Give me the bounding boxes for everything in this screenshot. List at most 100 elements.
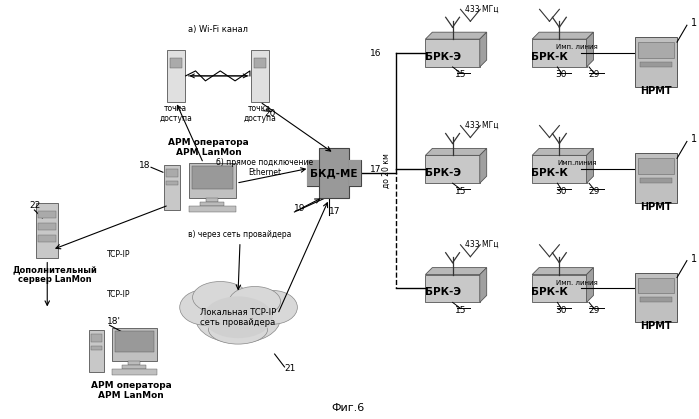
Bar xyxy=(638,42,674,58)
Text: Ethernet: Ethernet xyxy=(248,168,281,177)
Bar xyxy=(319,148,349,198)
Bar xyxy=(640,178,672,183)
Text: Имп. линия: Имп. линия xyxy=(556,279,598,285)
Bar xyxy=(254,58,266,68)
Bar xyxy=(201,202,224,206)
Text: БРК-К: БРК-К xyxy=(531,168,568,178)
Polygon shape xyxy=(532,32,593,39)
Bar xyxy=(189,206,236,212)
Bar xyxy=(170,58,182,68)
Polygon shape xyxy=(480,268,487,303)
Text: БКД-МЕ: БКД-МЕ xyxy=(310,168,358,178)
Text: 1: 1 xyxy=(691,18,697,28)
Text: 30: 30 xyxy=(556,70,567,79)
Bar xyxy=(532,274,586,303)
Ellipse shape xyxy=(208,314,268,344)
Bar xyxy=(89,330,103,372)
Bar xyxy=(38,235,56,242)
Polygon shape xyxy=(426,268,487,274)
Bar xyxy=(308,160,319,186)
Text: 20: 20 xyxy=(265,109,276,118)
Text: 18': 18' xyxy=(106,317,120,326)
Bar xyxy=(189,163,236,198)
Bar xyxy=(532,39,586,67)
Text: 29: 29 xyxy=(589,186,600,196)
Bar xyxy=(38,211,56,218)
Bar xyxy=(38,223,56,230)
Text: 17: 17 xyxy=(370,165,382,174)
Text: Имп. линия: Имп. линия xyxy=(556,44,598,50)
Text: 30: 30 xyxy=(556,186,567,196)
Ellipse shape xyxy=(196,295,280,343)
Text: БРК-Э: БРК-Э xyxy=(425,287,461,297)
Text: БРК-Э: БРК-Э xyxy=(425,168,461,178)
Bar xyxy=(635,37,677,87)
Bar xyxy=(426,274,480,303)
Polygon shape xyxy=(426,32,487,39)
Text: TCP-IP: TCP-IP xyxy=(106,250,130,259)
Text: 16: 16 xyxy=(370,49,382,57)
Bar xyxy=(640,62,672,67)
Ellipse shape xyxy=(203,296,273,338)
Bar xyxy=(129,361,140,365)
Bar xyxy=(192,166,233,189)
Text: 1: 1 xyxy=(691,253,697,264)
Text: 30: 30 xyxy=(556,306,567,315)
Text: 29: 29 xyxy=(589,306,600,315)
Text: Имп.линия: Имп.линия xyxy=(557,160,597,166)
Text: АРМ оператора
АРМ LanMon: АРМ оператора АРМ LanMon xyxy=(91,381,172,401)
Bar xyxy=(113,369,157,375)
Text: до 20 км: до 20 км xyxy=(382,153,391,188)
Text: 17: 17 xyxy=(329,207,340,217)
Text: 1: 1 xyxy=(691,134,697,145)
Text: БРК-К: БРК-К xyxy=(531,52,568,62)
Bar xyxy=(36,203,58,258)
Ellipse shape xyxy=(180,290,231,325)
Bar xyxy=(206,198,218,202)
Text: б) прямое подключение: б) прямое подключение xyxy=(216,158,313,167)
Bar xyxy=(113,328,157,361)
Polygon shape xyxy=(480,148,487,183)
Text: НРМТ: НРМТ xyxy=(640,202,672,212)
Text: 15: 15 xyxy=(455,70,466,79)
Bar xyxy=(426,39,480,67)
Bar xyxy=(166,181,178,185)
Text: НРМТ: НРМТ xyxy=(640,321,672,331)
Bar xyxy=(122,365,146,369)
Text: 433 МГц: 433 МГц xyxy=(466,240,499,249)
Text: БРК-Э: БРК-Э xyxy=(425,52,461,62)
Text: 22: 22 xyxy=(29,201,41,210)
Text: а) Wi-Fi канал: а) Wi-Fi канал xyxy=(188,25,248,34)
Bar xyxy=(349,160,361,186)
Text: TCP-IP: TCP-IP xyxy=(106,290,130,299)
Polygon shape xyxy=(532,148,593,155)
Polygon shape xyxy=(532,268,593,274)
Bar xyxy=(638,158,674,174)
Text: 433 МГц: 433 МГц xyxy=(466,121,499,130)
Text: точка
доступа: точка доступа xyxy=(243,104,276,123)
Bar xyxy=(638,277,674,293)
Polygon shape xyxy=(586,148,593,183)
Bar xyxy=(91,334,101,342)
Polygon shape xyxy=(426,148,487,155)
Ellipse shape xyxy=(248,290,297,324)
Polygon shape xyxy=(480,32,487,67)
Bar xyxy=(635,273,677,322)
Bar xyxy=(308,160,361,186)
Ellipse shape xyxy=(229,287,280,316)
Text: 21: 21 xyxy=(284,365,296,373)
Text: Дополнительный
сервер LanMon: Дополнительный сервер LanMon xyxy=(13,265,98,284)
Text: 433 МГц: 433 МГц xyxy=(466,5,499,14)
Text: точка
доступа: точка доступа xyxy=(159,104,192,123)
Text: АРМ оператора
АРМ LanMon: АРМ оператора АРМ LanMon xyxy=(168,138,249,157)
Bar xyxy=(166,169,178,177)
Bar xyxy=(426,155,480,183)
Bar xyxy=(635,153,677,203)
Bar xyxy=(251,50,268,102)
Bar xyxy=(167,50,185,102)
Bar xyxy=(164,165,180,210)
Text: 19: 19 xyxy=(294,204,306,212)
Polygon shape xyxy=(586,32,593,67)
Bar xyxy=(532,155,586,183)
Bar xyxy=(91,346,101,350)
